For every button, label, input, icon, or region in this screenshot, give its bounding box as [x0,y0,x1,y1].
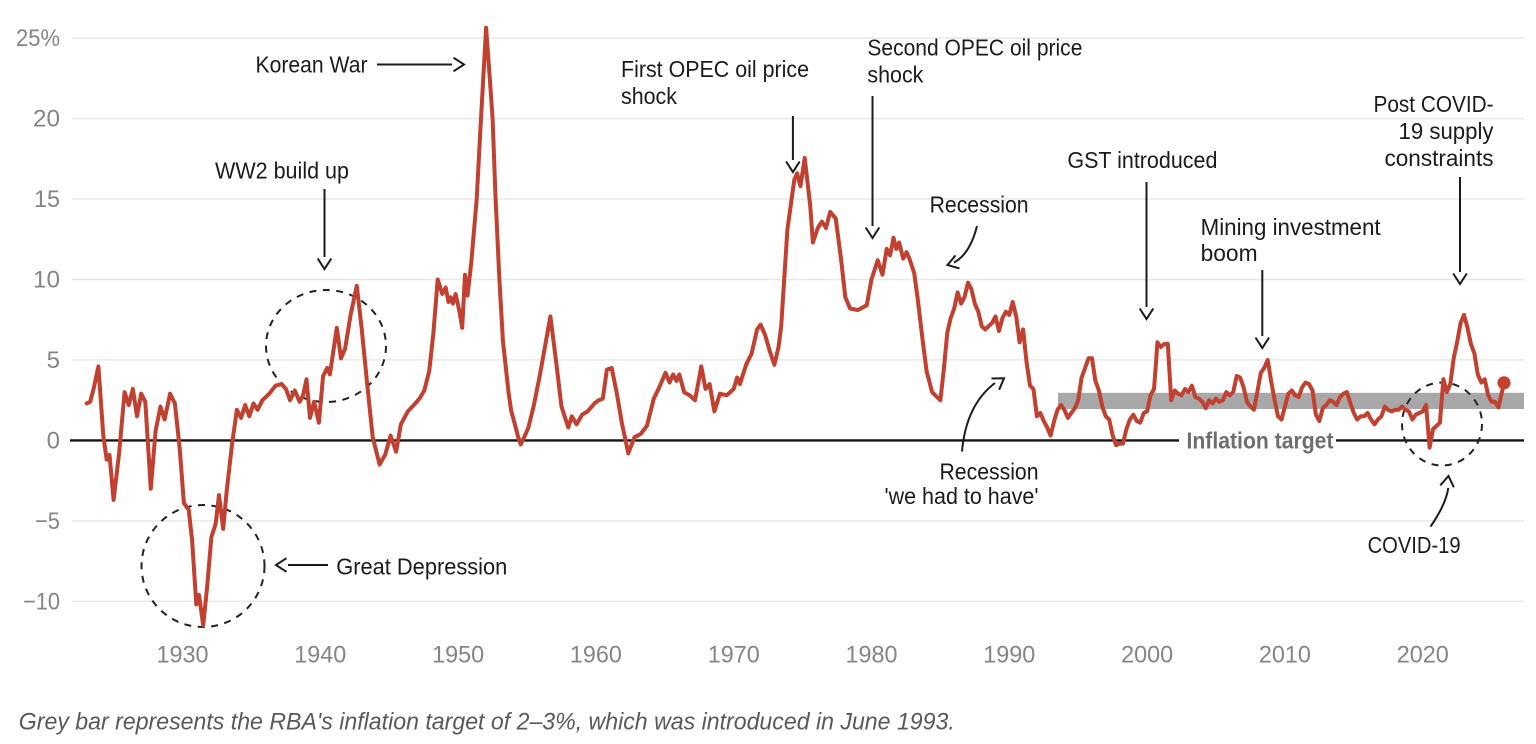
svg-text:GST introduced: GST introduced [1067,147,1217,173]
svg-text:1970: 1970 [708,641,760,668]
svg-text:Recession: Recession [940,459,1039,485]
svg-text:Recession: Recession [930,191,1029,217]
svg-text:'we had to have': 'we had to have' [885,483,1039,509]
svg-text:WW2 build up: WW2 build up [215,158,349,184]
svg-text:10: 10 [33,267,60,294]
svg-text:Post COVID-: Post COVID- [1374,91,1494,117]
svg-text:0: 0 [47,427,60,454]
svg-text:shock: shock [621,83,677,109]
svg-text:Great Depression: Great Depression [336,554,507,580]
svg-text:−10: −10 [23,588,60,615]
svg-text:2020: 2020 [1397,641,1449,668]
svg-text:15: 15 [34,186,60,213]
svg-text:boom: boom [1201,240,1258,266]
svg-text:1940: 1940 [294,641,346,668]
svg-text:20: 20 [33,106,60,133]
svg-text:5: 5 [47,347,60,374]
svg-text:Korean War: Korean War [256,52,368,78]
svg-text:25%: 25% [16,25,60,52]
svg-text:Mining investment: Mining investment [1201,214,1382,240]
svg-text:1950: 1950 [432,641,484,668]
svg-text:Second OPEC oil price: Second OPEC oil price [867,34,1082,60]
svg-text:1990: 1990 [983,641,1035,668]
svg-text:First OPEC oil price: First OPEC oil price [621,56,809,82]
svg-text:Grey bar represents the RBA's: Grey bar represents the RBA's inflation … [19,708,955,735]
svg-text:1930: 1930 [157,641,209,668]
svg-text:shock: shock [867,62,923,88]
svg-text:2000: 2000 [1121,641,1173,668]
svg-text:19 supply: 19 supply [1399,118,1494,144]
svg-text:COVID-19: COVID-19 [1368,532,1461,558]
svg-text:−5: −5 [35,508,60,535]
svg-text:constraints: constraints [1385,145,1494,171]
svg-text:Inflation target: Inflation target [1187,427,1334,453]
svg-text:1960: 1960 [570,641,622,668]
svg-text:1980: 1980 [846,641,898,668]
svg-text:2010: 2010 [1259,641,1311,668]
